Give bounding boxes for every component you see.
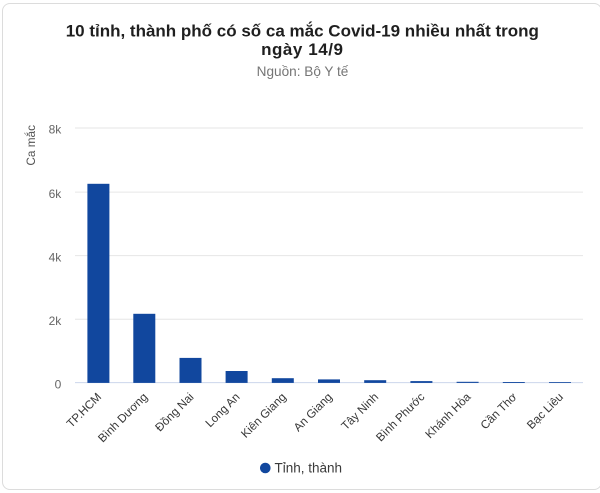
svg-text:4k: 4k [49, 250, 63, 264]
svg-text:Kiên Giang: Kiên Giang [239, 391, 289, 441]
svg-text:TP.HCM: TP.HCM [64, 391, 104, 431]
svg-text:Khánh Hòa: Khánh Hòa [423, 390, 474, 441]
svg-text:ngày 14/9: ngày 14/9 [261, 40, 343, 59]
svg-text:Đồng Nai: Đồng Nai [153, 391, 197, 435]
svg-text:An Giang: An Giang [291, 391, 335, 435]
svg-text:Bình Phước: Bình Phước [374, 390, 428, 444]
svg-text:2k: 2k [49, 314, 63, 328]
svg-text:Nguồn: Bộ Y tế: Nguồn: Bộ Y tế [257, 64, 349, 79]
svg-text:0: 0 [55, 377, 62, 391]
svg-text:6k: 6k [49, 187, 63, 201]
svg-text:10 tỉnh, thành phố có số ca mắ: 10 tỉnh, thành phố có số ca mắc Covid-19… [66, 22, 539, 41]
svg-text:Bạc Liêu: Bạc Liêu [525, 391, 566, 432]
svg-text:8k: 8k [49, 123, 63, 137]
svg-text:Bình Dương: Bình Dương [96, 391, 151, 446]
svg-text:Cần Thơ: Cần Thơ [478, 390, 520, 432]
svg-text:Ca mắc: Ca mắc [24, 125, 38, 166]
svg-text:Tỉnh, thành: Tỉnh, thành [275, 460, 343, 475]
svg-text:Tây Ninh: Tây Ninh [339, 391, 381, 433]
svg-text:Long An: Long An [203, 391, 243, 431]
